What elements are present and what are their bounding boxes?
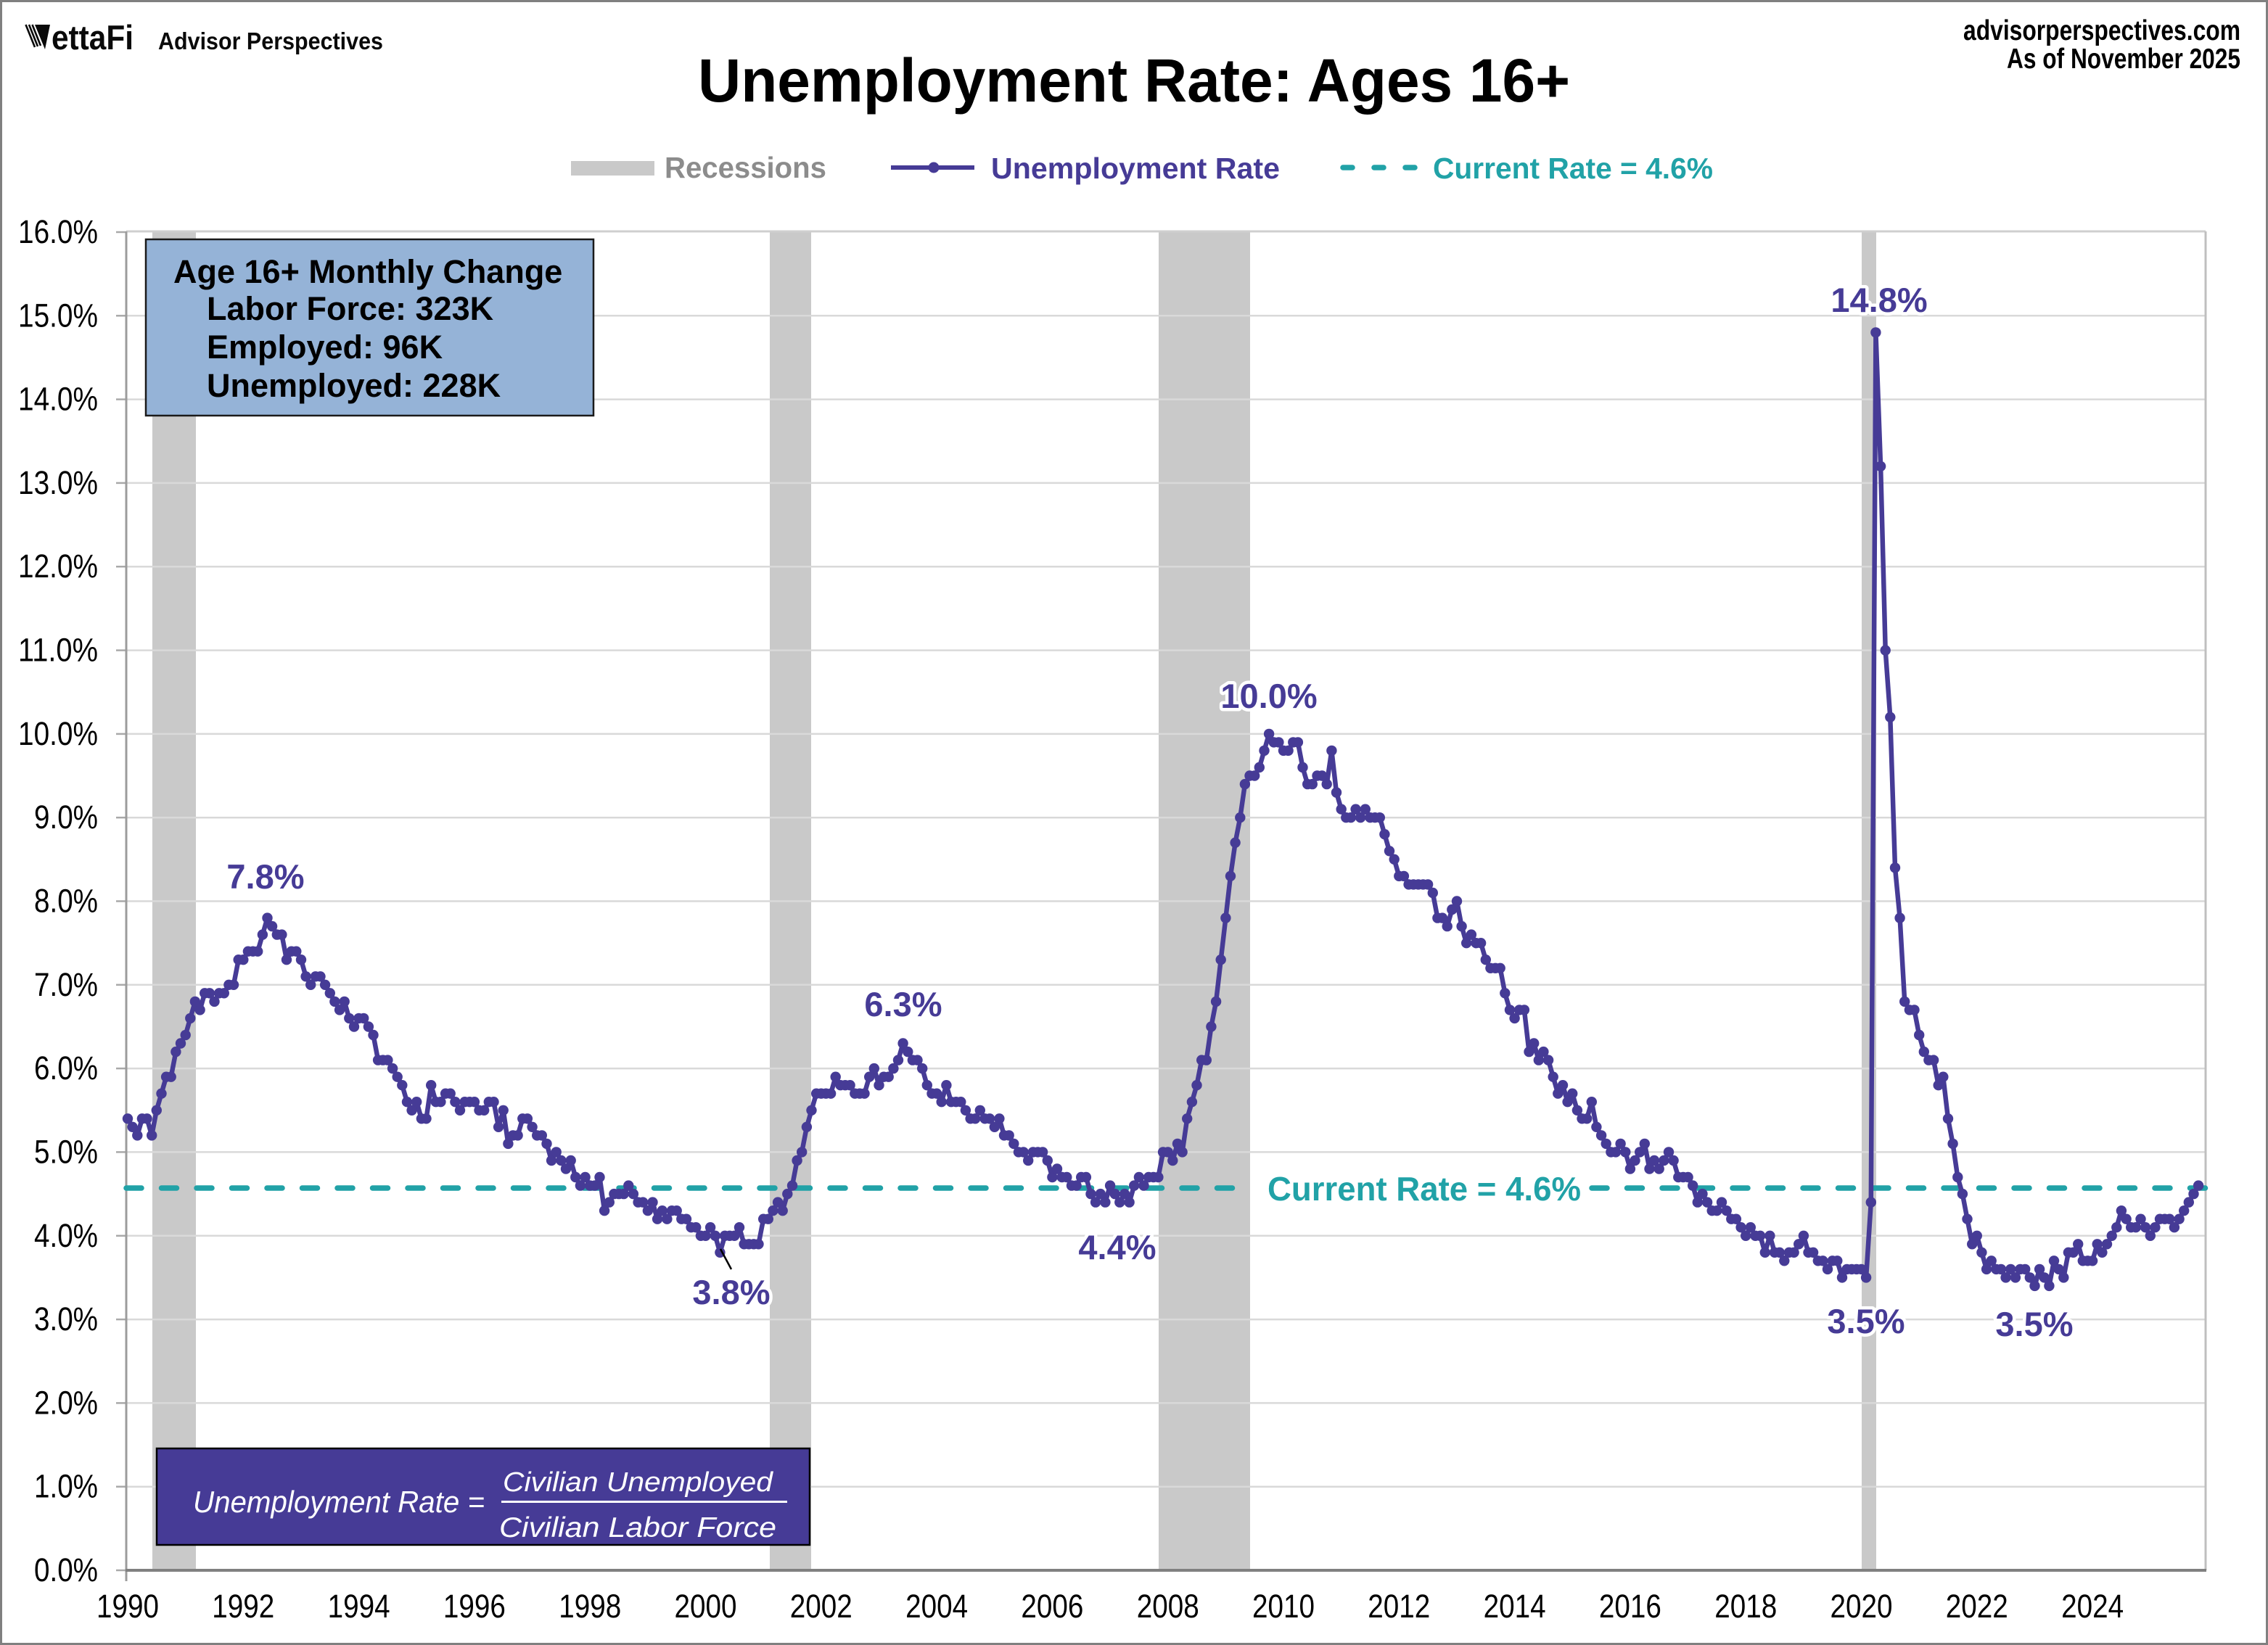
- svg-text:advisorperspectives.com: advisorperspectives.com: [1963, 15, 2240, 46]
- svg-text:2.0%: 2.0%: [34, 1384, 98, 1421]
- svg-text:12.0%: 12.0%: [18, 548, 98, 585]
- svg-text:3.0%: 3.0%: [34, 1300, 98, 1337]
- svg-text:Recessions: Recessions: [665, 151, 826, 184]
- svg-text:5.0%: 5.0%: [34, 1133, 98, 1170]
- svg-text:2000: 2000: [675, 1588, 737, 1625]
- svg-text:2006: 2006: [1021, 1588, 1083, 1625]
- svg-text:15.0%: 15.0%: [18, 297, 98, 334]
- svg-text:10.0%: 10.0%: [1220, 677, 1317, 715]
- svg-text:4.4%: 4.4%: [1078, 1228, 1156, 1266]
- svg-text:Unemployment Rate: Ages 16+: Unemployment Rate: Ages 16+: [698, 46, 1570, 115]
- svg-text:11.0%: 11.0%: [18, 632, 98, 669]
- svg-text:4.0%: 4.0%: [34, 1217, 98, 1254]
- svg-text:2018: 2018: [1714, 1588, 1777, 1625]
- svg-text:8.0%: 8.0%: [34, 883, 98, 920]
- svg-text:2010: 2010: [1252, 1588, 1315, 1625]
- svg-text:Labor Force: 323K: Labor Force: 323K: [207, 290, 494, 327]
- svg-text:7.0%: 7.0%: [34, 966, 98, 1003]
- svg-text:6.0%: 6.0%: [34, 1050, 98, 1087]
- svg-text:Unemployment Rate =: Unemployment Rate =: [193, 1485, 485, 1519]
- svg-text:2024: 2024: [2061, 1588, 2124, 1625]
- svg-text:Unemployment Rate: Unemployment Rate: [991, 152, 1280, 185]
- svg-text:6.3%: 6.3%: [864, 985, 942, 1023]
- svg-text:2004: 2004: [905, 1588, 968, 1625]
- svg-text:As of November 2025: As of November 2025: [2007, 44, 2240, 75]
- svg-text:13.0%: 13.0%: [18, 464, 98, 501]
- svg-text:1992: 1992: [212, 1588, 274, 1625]
- svg-text:3.5%: 3.5%: [1827, 1302, 1905, 1340]
- svg-text:Employed: 96K: Employed: 96K: [207, 329, 443, 366]
- svg-text:2016: 2016: [1599, 1588, 1661, 1625]
- svg-text:9.0%: 9.0%: [34, 799, 98, 836]
- svg-text:10.0%: 10.0%: [18, 715, 98, 752]
- svg-text:3.5%: 3.5%: [1995, 1305, 2073, 1343]
- svg-text:Current Rate = 4.6%: Current Rate = 4.6%: [1267, 1170, 1581, 1208]
- svg-text:2022: 2022: [1946, 1588, 2008, 1625]
- svg-text:2002: 2002: [790, 1588, 852, 1625]
- svg-text:14.8%: 14.8%: [1831, 281, 1927, 319]
- svg-text:Age 16+ Monthly Change: Age 16+ Monthly Change: [173, 253, 562, 290]
- svg-text:Civilian Labor Force: Civilian Labor Force: [499, 1512, 776, 1543]
- svg-text:1994: 1994: [328, 1588, 390, 1625]
- svg-text:Unemployed: 228K: Unemployed: 228K: [207, 367, 501, 404]
- svg-text:2012: 2012: [1368, 1588, 1430, 1625]
- svg-text:Civilian Unemployed: Civilian Unemployed: [503, 1467, 774, 1498]
- svg-text:1990: 1990: [96, 1588, 159, 1625]
- svg-text:2020: 2020: [1831, 1588, 1893, 1625]
- svg-text:1.0%: 1.0%: [34, 1468, 98, 1505]
- svg-text:Current Rate = 4.6%: Current Rate = 4.6%: [1433, 152, 1713, 185]
- svg-text:2014: 2014: [1484, 1588, 1546, 1625]
- svg-text:1998: 1998: [559, 1588, 621, 1625]
- svg-text:2008: 2008: [1137, 1588, 1199, 1625]
- svg-text:16.0%: 16.0%: [18, 213, 98, 250]
- svg-text:3.8%: 3.8%: [692, 1273, 770, 1311]
- svg-text:14.0%: 14.0%: [18, 381, 98, 418]
- svg-text:ettaFi: ettaFi: [52, 18, 133, 57]
- svg-text:1996: 1996: [443, 1588, 506, 1625]
- svg-text:7.8%: 7.8%: [226, 857, 304, 896]
- svg-text:0.0%: 0.0%: [34, 1551, 98, 1588]
- svg-text:Advisor Perspectives: Advisor Perspectives: [158, 28, 383, 54]
